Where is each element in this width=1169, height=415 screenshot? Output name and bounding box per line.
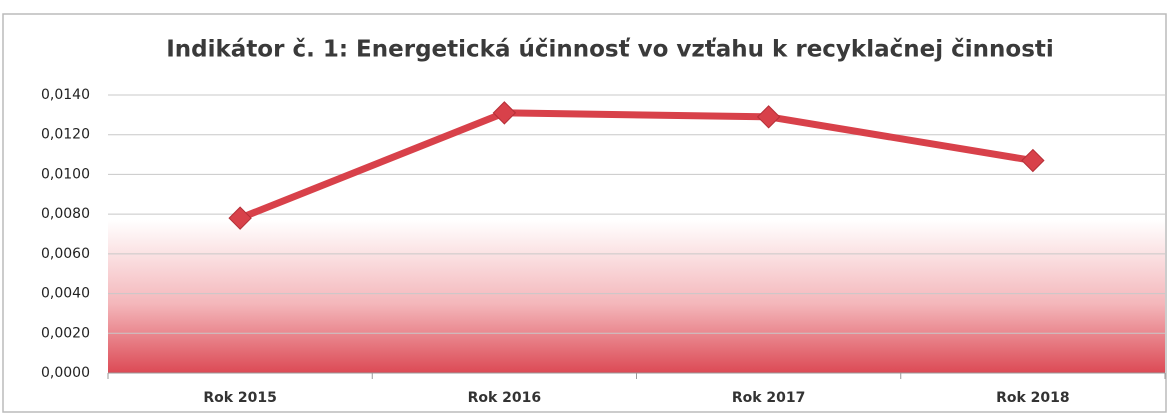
y-tick-label: 0,0140 [41,87,90,103]
y-tick-label: 0,0080 [41,206,90,222]
marker [228,206,252,230]
marker [492,101,517,125]
plot-background [108,95,1165,373]
x-tick-label: Rok 2016 [468,390,542,406]
marker [756,105,781,129]
chart-title: Indikátor č. 1: Energetická účinnosť vo … [166,37,1054,63]
x-tick-label: Rok 2018 [996,390,1070,406]
y-tick-label: 0,0100 [41,166,90,182]
marker [1021,148,1045,173]
y-tick-label: 0,0040 [41,286,90,302]
y-tick-label: 0,0060 [41,246,90,262]
series-line [238,109,1034,222]
x-tick-label: Rok 2017 [732,390,806,406]
y-tick-label: 0,0020 [41,325,90,341]
y-tick-label: 0,0000 [41,365,90,381]
y-tick-label: 0,0120 [41,127,90,143]
x-tick-label: Rok 2015 [203,390,277,406]
